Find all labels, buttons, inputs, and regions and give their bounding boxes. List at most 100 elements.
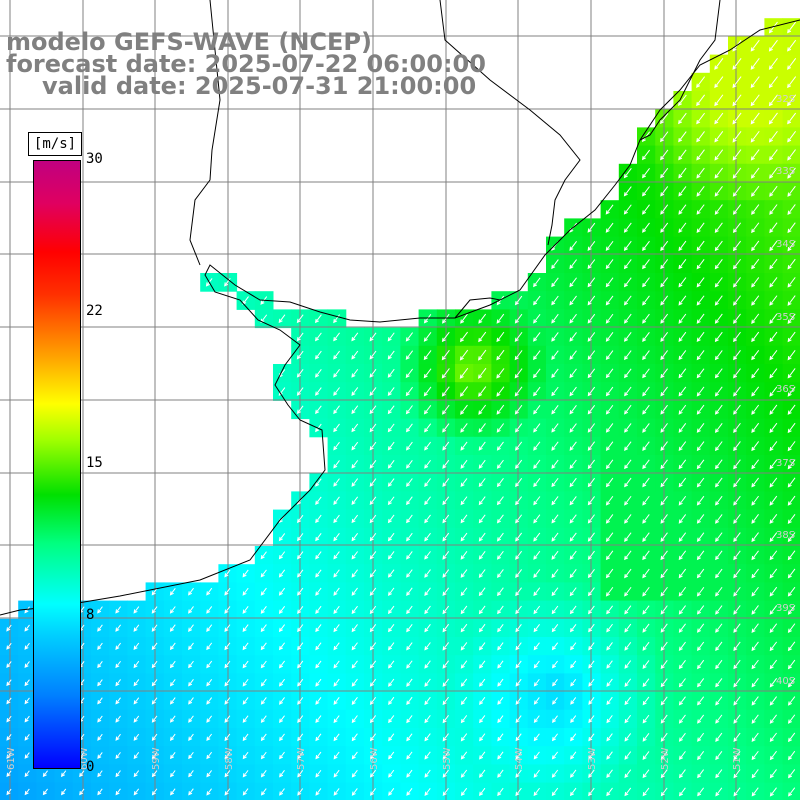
wind-arrow bbox=[787, 94, 797, 107]
wind-arrow bbox=[242, 678, 249, 687]
lon-label: 55W bbox=[442, 747, 453, 770]
wind-arrow bbox=[133, 679, 140, 687]
wind-arrow bbox=[733, 623, 741, 633]
wind-arrow bbox=[351, 678, 358, 687]
wind-arrow bbox=[515, 697, 522, 705]
wind-arrow bbox=[169, 587, 176, 596]
wind-arrow bbox=[24, 788, 30, 796]
wind-arrow bbox=[169, 715, 176, 723]
wind-arrow bbox=[751, 532, 759, 543]
wind-arrow bbox=[260, 569, 267, 578]
wind-arrow bbox=[642, 331, 650, 342]
wind-arrow bbox=[787, 459, 796, 470]
wind-arrow bbox=[315, 496, 322, 505]
wind-arrow bbox=[533, 678, 540, 687]
wind-arrow bbox=[369, 423, 377, 433]
wind-arrow bbox=[133, 788, 140, 796]
wind-arrow bbox=[478, 496, 486, 506]
wind-arrow bbox=[641, 149, 651, 161]
wind-arrow bbox=[678, 641, 686, 651]
wind-arrow bbox=[696, 586, 705, 597]
wind-arrow bbox=[660, 423, 668, 433]
wind-arrow bbox=[387, 605, 395, 615]
wind-arrow bbox=[24, 642, 30, 650]
wind-arrow bbox=[588, 642, 595, 651]
wind-arrow bbox=[260, 624, 267, 633]
wind-arrow bbox=[333, 624, 340, 633]
wind-arrow bbox=[697, 732, 705, 742]
wind-arrow bbox=[769, 477, 778, 488]
wind-arrow bbox=[751, 240, 760, 252]
wind-arrow bbox=[570, 733, 577, 742]
wind-arrow bbox=[715, 495, 723, 506]
wind-arrow bbox=[388, 642, 395, 651]
wind-arrow bbox=[515, 459, 523, 469]
wind-arrow bbox=[442, 587, 450, 597]
wind-arrow bbox=[714, 58, 724, 70]
wind-arrow bbox=[460, 313, 468, 324]
wind-arrow bbox=[188, 751, 194, 760]
wind-arrow bbox=[406, 569, 413, 578]
wind-arrow bbox=[768, 39, 778, 52]
wind-arrow bbox=[406, 459, 413, 469]
wind-arrow bbox=[751, 295, 760, 306]
wind-arrow bbox=[715, 623, 723, 633]
wind-arrow bbox=[333, 733, 340, 742]
wind-arrow bbox=[624, 660, 632, 669]
wind-arrow bbox=[115, 697, 121, 705]
wind-arrow bbox=[406, 696, 413, 706]
wind-arrow bbox=[714, 277, 723, 288]
wind-arrow bbox=[660, 660, 668, 670]
wind-arrow bbox=[733, 532, 741, 543]
wind-arrow bbox=[369, 678, 377, 687]
axis-labels: 32S 33S 34S 35S 36S 37S 38S 39S 40S 61W 60W 59W 58W 5… bbox=[6, 94, 795, 770]
wind-arrow bbox=[478, 587, 486, 597]
wind-arrow bbox=[24, 624, 30, 632]
wind-arrow bbox=[551, 769, 559, 778]
wind-arrow bbox=[515, 532, 523, 542]
wind-arrow bbox=[442, 605, 450, 615]
wind-arrow bbox=[715, 605, 723, 615]
wind-arrow bbox=[587, 423, 596, 433]
wind-arrow bbox=[624, 733, 632, 742]
wind-arrow bbox=[369, 387, 377, 396]
wind-arrow bbox=[515, 751, 522, 760]
wind-arrow bbox=[696, 495, 705, 506]
wind-arrow bbox=[515, 642, 522, 651]
wind-arrow bbox=[787, 623, 796, 634]
wind-arrow bbox=[733, 441, 741, 452]
wind-arrow bbox=[678, 477, 687, 488]
wind-arrow bbox=[460, 605, 468, 615]
wind-arrow bbox=[660, 386, 668, 397]
wind-arrow bbox=[696, 259, 705, 270]
wind-arrow bbox=[6, 715, 12, 723]
wind-arrow bbox=[169, 606, 176, 614]
wind-arrow bbox=[387, 423, 395, 433]
wind-arrow bbox=[369, 532, 377, 542]
wind-arrow bbox=[642, 568, 650, 579]
wind-arrow bbox=[642, 222, 650, 233]
wind-arrow bbox=[642, 623, 650, 633]
wind-arrow bbox=[733, 386, 741, 397]
wind-arrow bbox=[678, 514, 687, 524]
wind-arrow bbox=[387, 624, 395, 633]
wind-arrow bbox=[660, 441, 668, 452]
wind-arrow bbox=[587, 441, 596, 451]
wind-arrow bbox=[297, 642, 304, 651]
wind-arrow bbox=[587, 350, 596, 361]
wind-arrow bbox=[696, 386, 705, 397]
wind-arrow bbox=[260, 751, 267, 760]
wind-arrow bbox=[569, 550, 577, 560]
wind-arrow bbox=[678, 441, 687, 452]
wind-arrow bbox=[551, 259, 559, 270]
wind-arrow bbox=[133, 715, 140, 723]
model-title: modelo GEFS-WAVE (NCEP) bbox=[6, 28, 372, 56]
wind-arrow bbox=[369, 460, 377, 469]
wind-arrow bbox=[551, 514, 559, 524]
wind-arrow bbox=[787, 331, 796, 343]
wind-arrow bbox=[169, 660, 176, 669]
wind-arrow bbox=[569, 277, 577, 288]
wind-arrow bbox=[551, 405, 559, 415]
wind-arrow bbox=[624, 532, 632, 542]
wind-arrow bbox=[333, 769, 340, 778]
